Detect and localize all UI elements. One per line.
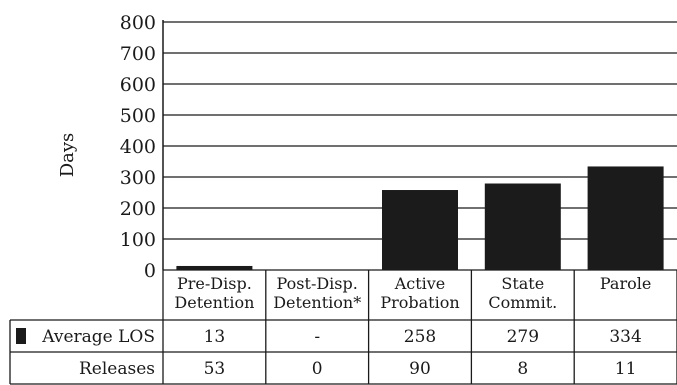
table-cell: 53 — [204, 359, 226, 379]
x-tick-label: Pre-Disp. — [177, 274, 252, 293]
gridlines — [163, 21, 677, 271]
table-cell: 11 — [615, 359, 637, 379]
table-cell: - — [314, 327, 320, 347]
y-tick-label: 400 — [120, 136, 156, 158]
table-cell: 0 — [312, 359, 323, 379]
y-tick-label: 600 — [120, 74, 156, 96]
table-row-label: Releases — [79, 359, 155, 379]
table-cell: 13 — [204, 327, 226, 347]
x-tick-label: Commit. — [488, 293, 557, 312]
table-cell: 334 — [609, 327, 641, 347]
x-tick-label: Post-Disp. — [277, 274, 358, 293]
y-tick-label: 500 — [120, 105, 156, 127]
x-tick-label: Parole — [600, 274, 651, 293]
bar — [587, 166, 664, 270]
y-axis: 0 100 200 300 400 500 600 700 800 — [120, 12, 164, 282]
y-tick-label: 100 — [120, 229, 156, 251]
table-row-label: Average LOS — [41, 327, 155, 347]
bar — [176, 265, 253, 270]
bar — [484, 183, 561, 270]
bar — [382, 190, 458, 270]
x-tick-label: State — [501, 274, 544, 293]
y-tick-label: 0 — [144, 260, 156, 282]
legend-swatch — [16, 328, 26, 344]
x-tick-label: Detention* — [273, 293, 361, 312]
table-cell: 258 — [404, 327, 436, 347]
x-tick-label: Probation — [380, 293, 459, 312]
y-tick-label: 300 — [120, 167, 156, 189]
y-tick-label: 700 — [120, 43, 156, 65]
x-tick-label: Active — [394, 274, 446, 293]
x-tick-label: Detention — [174, 293, 254, 312]
y-axis-label: Days — [57, 133, 78, 178]
table-cell: 90 — [409, 359, 431, 379]
table-cell: 8 — [517, 359, 528, 379]
y-tick-label: 800 — [120, 12, 156, 34]
bars — [176, 166, 664, 270]
y-tick-label: 200 — [120, 198, 156, 220]
table-cell: 279 — [507, 327, 539, 347]
data-table: Pre-Disp.Detention Post-Disp.Detention* Ac… — [9, 270, 677, 385]
